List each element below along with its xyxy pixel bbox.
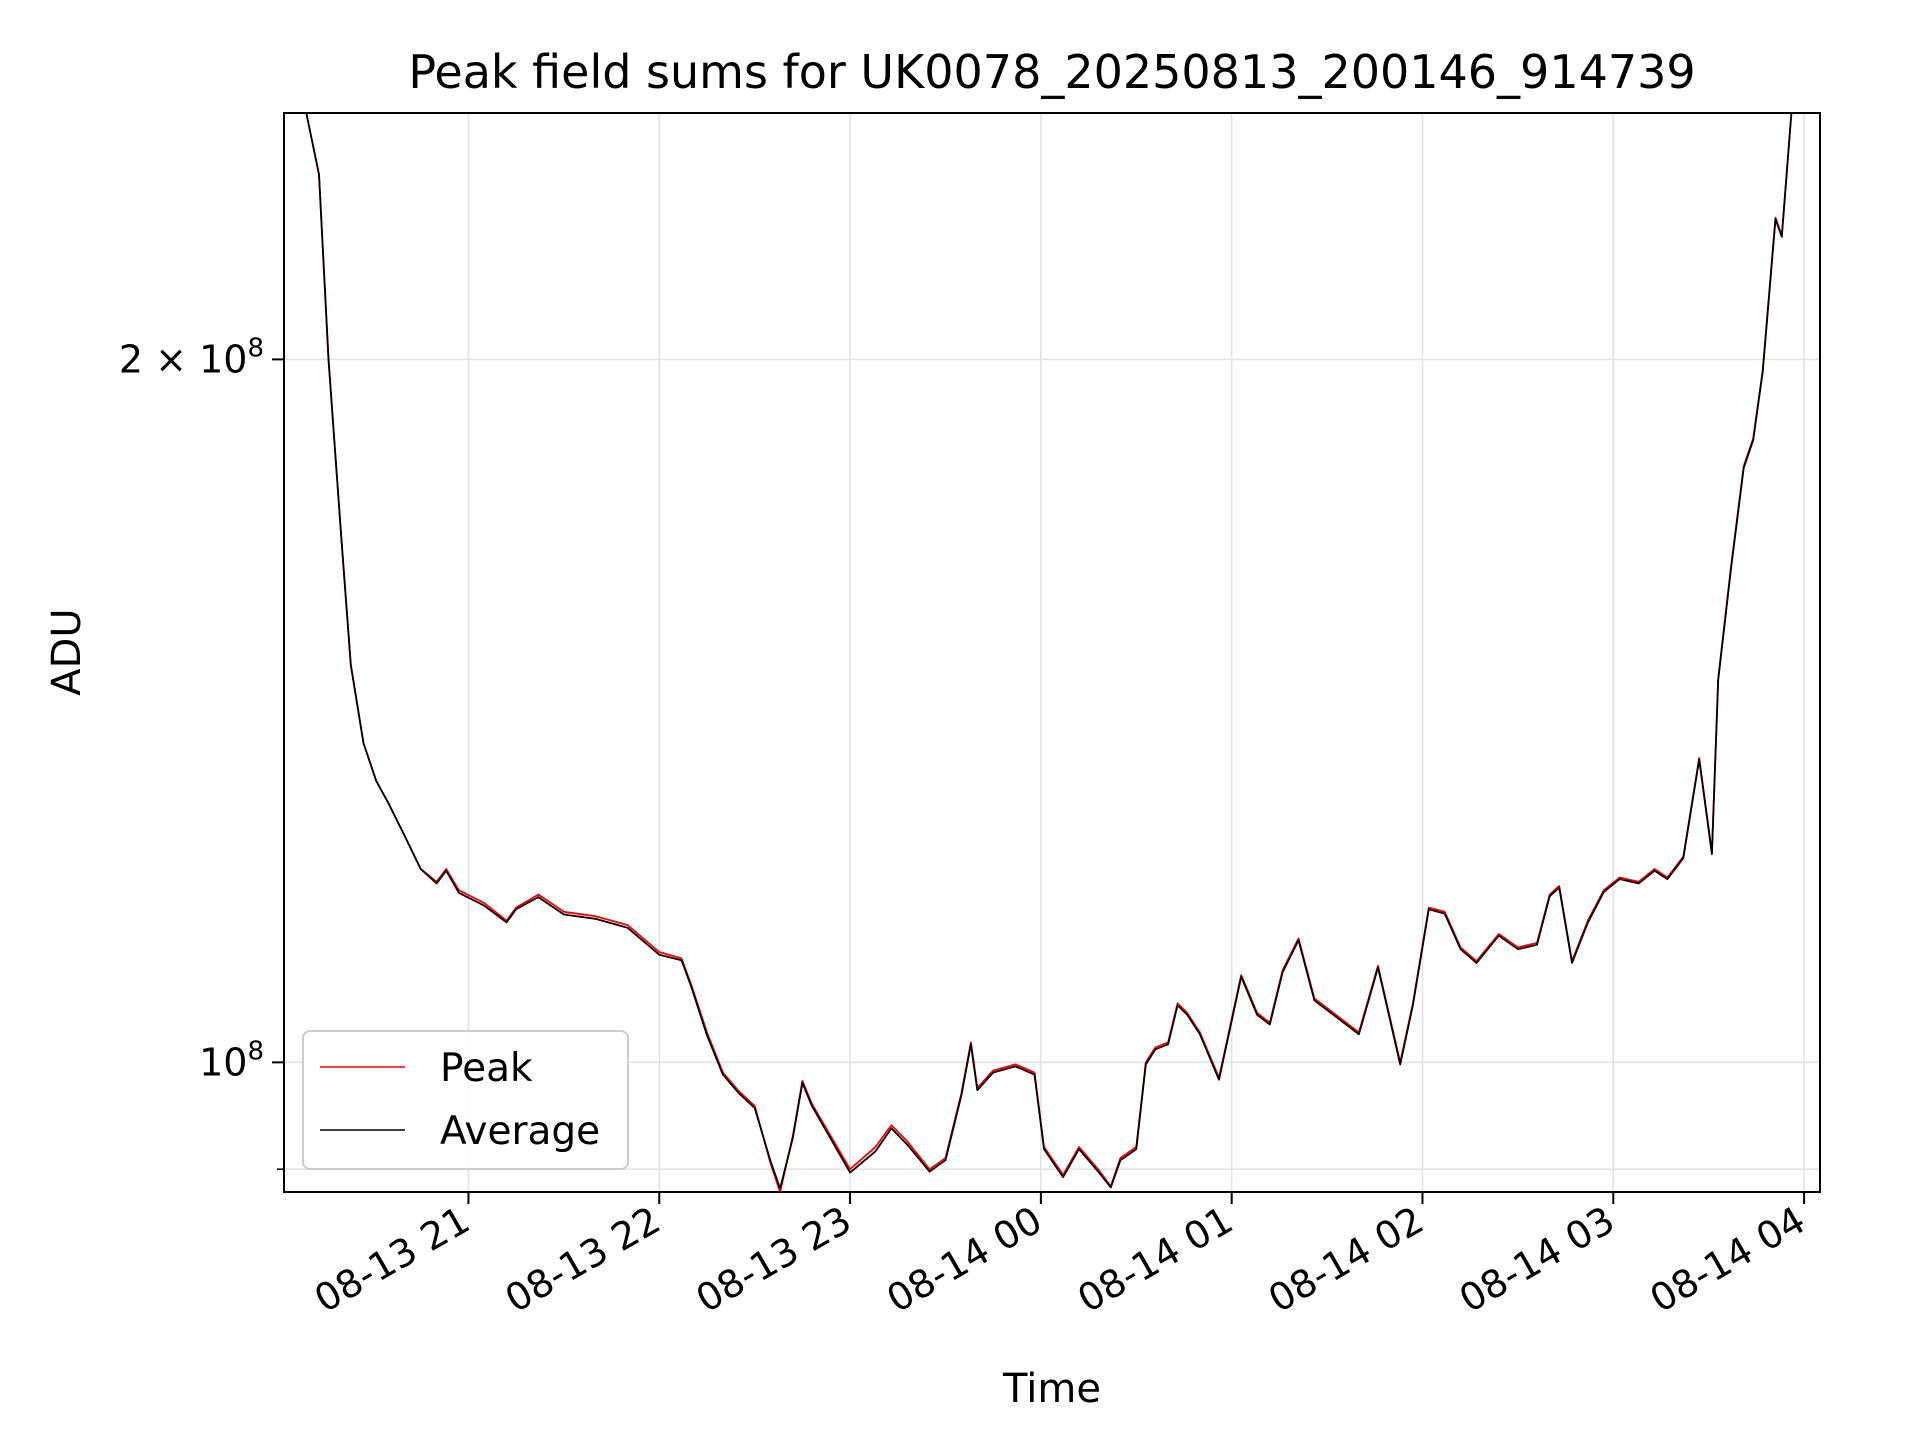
plot-frame xyxy=(283,112,1821,1193)
series-line-average xyxy=(284,113,1793,1190)
x-axis-label: Time xyxy=(1002,1366,1101,1412)
y-axis-label: ADU xyxy=(44,608,90,695)
legend-label-peak: Peak xyxy=(440,1046,533,1091)
y-tick-label: 2 × 108 xyxy=(119,333,264,381)
y-axis: 108 2 × 108 xyxy=(119,333,284,1171)
chart-title: Peak field sums for UK0078_20250813_2001… xyxy=(408,45,1695,99)
y-tick-label: 108 xyxy=(199,1036,264,1084)
series-layer xyxy=(284,113,1793,1192)
legend-label-average: Average xyxy=(440,1109,600,1154)
legend-box xyxy=(302,1030,629,1170)
legend: Peak Average xyxy=(302,1030,629,1170)
